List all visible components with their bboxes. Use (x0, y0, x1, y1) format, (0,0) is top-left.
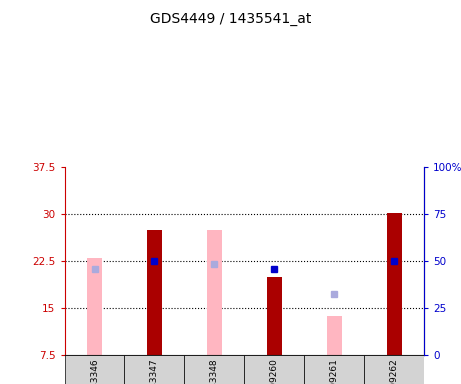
Bar (364, 355, 424, 384)
Bar (147, 230, 162, 355)
Bar (124, 355, 184, 384)
Text: GSM243347: GSM243347 (150, 359, 159, 384)
Text: GSM509262: GSM509262 (390, 359, 399, 384)
Bar (304, 355, 364, 384)
Bar (244, 355, 304, 384)
Text: GSM509261: GSM509261 (330, 359, 339, 384)
Bar (267, 277, 282, 355)
Bar (184, 355, 244, 384)
Bar (387, 214, 402, 355)
Text: GDS4449 / 1435541_at: GDS4449 / 1435541_at (150, 12, 311, 25)
Text: GSM243346: GSM243346 (90, 359, 99, 384)
Bar (327, 316, 342, 355)
Text: GSM509260: GSM509260 (270, 359, 279, 384)
Bar (207, 230, 222, 355)
Bar (65, 355, 124, 384)
Text: GSM243348: GSM243348 (210, 359, 219, 384)
Bar (87, 258, 102, 355)
